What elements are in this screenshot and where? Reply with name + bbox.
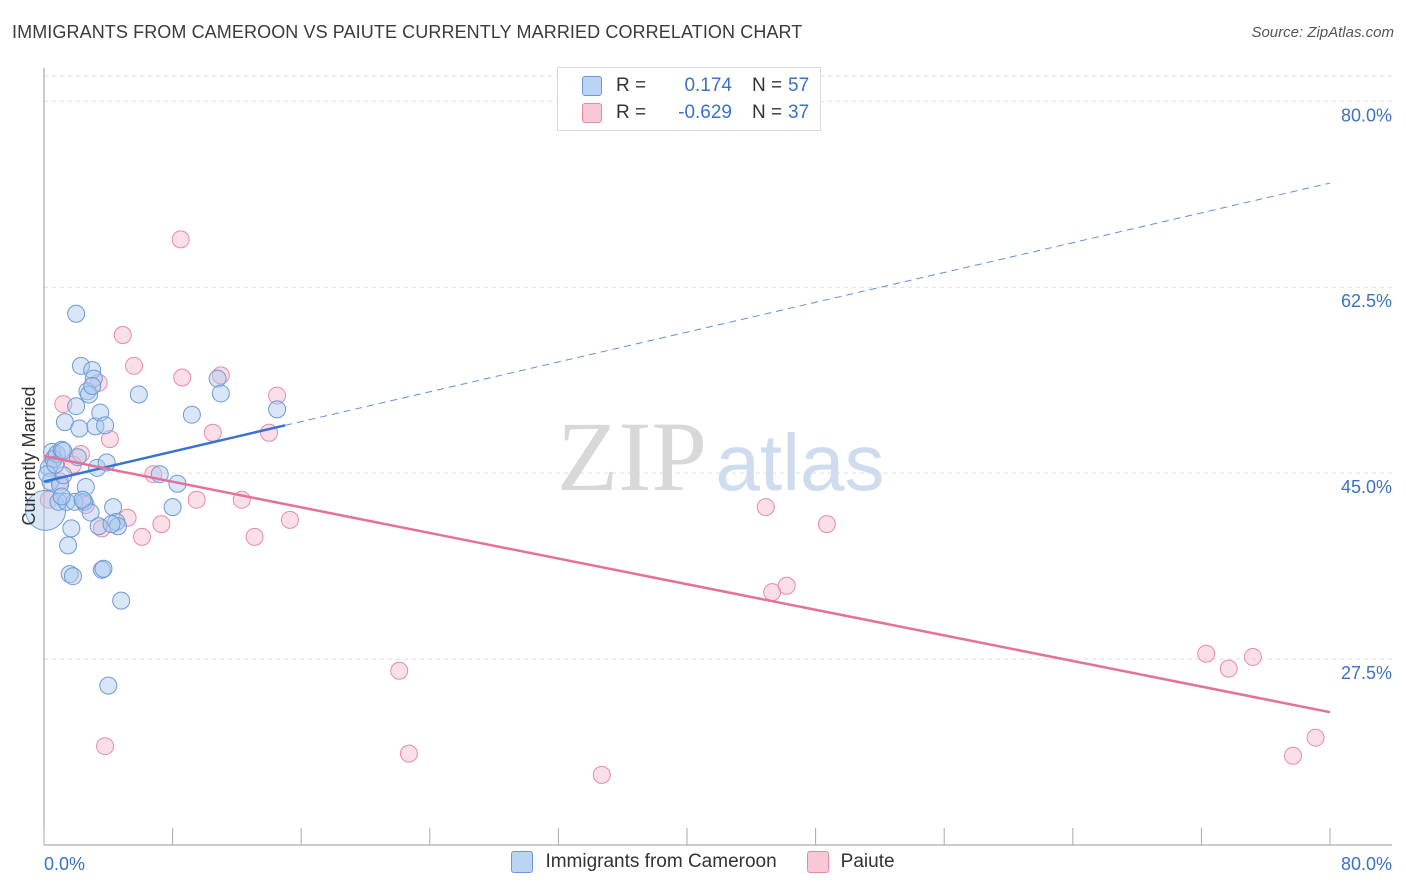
x-tick-label-max: 80.0% — [1341, 854, 1392, 874]
cameroon-point — [54, 441, 73, 460]
cameroon-point — [112, 591, 131, 610]
paiute-point — [203, 423, 222, 442]
y-tick-label: 27.5% — [1341, 663, 1392, 683]
watermark-zip: ZIP — [557, 401, 707, 512]
paiute-point — [1197, 644, 1216, 663]
y-tick-label: 45.0% — [1341, 477, 1392, 497]
watermark-atlas: atlas — [716, 418, 885, 507]
paiute-point — [211, 366, 230, 385]
paiute-point — [152, 515, 171, 534]
cameroon-point — [84, 369, 103, 388]
paiute-point — [1219, 659, 1238, 678]
source-label: Source: ZipAtlas.com — [1251, 24, 1394, 41]
paiute-point — [171, 230, 190, 249]
cameroon-point — [83, 377, 102, 395]
chart-title: IMMIGRANTS FROM CAMEROON VS PAIUTE CURRE… — [12, 22, 803, 42]
cameroon-point — [67, 397, 86, 416]
cameroon-point — [70, 419, 89, 438]
trend-layer — [43, 182, 1331, 714]
stats-row-cameroon: R = 0.174 N = 57 — [582, 73, 809, 99]
cameroon-point — [51, 475, 70, 494]
legend-label: Paiute — [840, 851, 895, 872]
cameroon-point — [73, 490, 92, 509]
cameroon-point — [71, 356, 90, 375]
cameroon-point — [52, 440, 71, 459]
watermark: ZIP atlas — [557, 401, 884, 512]
paiute-point — [245, 527, 264, 546]
cameroon-point — [67, 304, 86, 323]
cameroon-point — [92, 560, 111, 579]
paiute-point — [756, 498, 775, 517]
cameroon-point — [94, 559, 113, 578]
n-value: 37 — [788, 102, 810, 123]
cameroon-point — [59, 536, 78, 555]
cameroon-point — [211, 384, 230, 403]
cameroon-point — [102, 515, 121, 534]
cameroon-trend-extension — [285, 182, 1331, 426]
paiute-point — [280, 510, 299, 529]
paiute-point — [1284, 746, 1303, 765]
legend-item-paiute[interactable]: Paiute — [806, 851, 895, 873]
series-legend: Immigrants from Cameroon Paiute — [0, 851, 1406, 873]
r-label: R = — [616, 75, 647, 96]
paiute-point — [1243, 647, 1262, 666]
cameroon-point — [104, 498, 123, 517]
y-tick-label: 62.5% — [1341, 291, 1392, 311]
x-tick-label-min: 0.0% — [44, 854, 85, 874]
cameroon-swatch — [511, 851, 534, 873]
n-label: N = — [752, 75, 783, 96]
paiute-swatch — [582, 103, 602, 123]
r-label: R = — [616, 102, 647, 123]
stats-row-paiute: R = -0.629 N = 37 — [582, 100, 809, 126]
grid-layer — [44, 75, 1392, 660]
paiute-point — [113, 326, 132, 344]
paiute-point — [187, 490, 206, 509]
cameroon-point — [99, 676, 118, 695]
r-value: 0.174 — [684, 75, 732, 96]
cameroon-trend-line — [43, 424, 286, 483]
cameroon-point — [52, 487, 71, 506]
cameroon-point — [86, 417, 105, 436]
cameroon-point — [62, 519, 81, 538]
cameroon-point — [163, 498, 182, 517]
paiute-trend-line — [43, 454, 1331, 714]
y-tick-label: 80.0% — [1341, 105, 1392, 125]
paiute-point — [100, 430, 119, 449]
stats-legend: R = 0.174 N = 57 R = -0.629 N = 37 — [557, 67, 821, 131]
n-label: N = — [752, 102, 783, 123]
legend-item-cameroon[interactable]: Immigrants from Cameroon — [511, 851, 777, 873]
r-value: -0.629 — [678, 102, 732, 123]
label-layer: 27.5% 45.0% 62.5% 80.0% 0.0% 80.0% Currently M… — [19, 105, 1392, 874]
paiute-point — [817, 515, 836, 534]
cameroon-point — [81, 503, 100, 522]
paiute-point — [268, 386, 287, 405]
cameroon-point — [96, 416, 115, 435]
paiute-swatch — [806, 851, 829, 873]
cameroon-point — [208, 369, 227, 388]
paiute-point — [125, 356, 144, 375]
cameroon-point — [60, 565, 79, 584]
paiute-point — [777, 576, 796, 595]
paiute-point — [133, 527, 152, 546]
paiute-point — [592, 765, 611, 784]
cameroon-swatch — [582, 76, 602, 96]
cameroon-point — [108, 517, 127, 536]
cameroon-point — [129, 385, 148, 404]
paiute-point — [1306, 728, 1325, 747]
n-value: 57 — [788, 75, 810, 96]
paiute-point — [96, 737, 115, 756]
cameroon-point — [182, 405, 201, 424]
y-axis-title: Currently Married — [19, 386, 39, 525]
legend-label: Immigrants from Cameroon — [545, 851, 777, 872]
cameroon-point — [268, 400, 287, 419]
cameroon-point — [63, 567, 82, 586]
paiute-point — [399, 744, 418, 763]
paiute-point — [173, 368, 192, 387]
paiute-point — [390, 661, 409, 680]
